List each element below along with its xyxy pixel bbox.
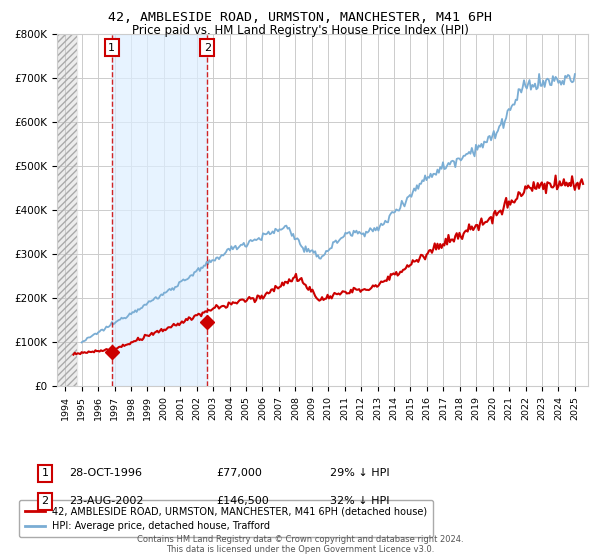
Text: Price paid vs. HM Land Registry's House Price Index (HPI): Price paid vs. HM Land Registry's House … bbox=[131, 24, 469, 36]
Bar bbox=[57, 34, 77, 386]
Text: 23-AUG-2002: 23-AUG-2002 bbox=[69, 496, 143, 506]
Legend: 42, AMBLESIDE ROAD, URMSTON, MANCHESTER, M41 6PH (detached house), HPI: Average : 42, AMBLESIDE ROAD, URMSTON, MANCHESTER,… bbox=[19, 500, 433, 537]
Bar bbox=[112, 34, 207, 386]
Text: 29% ↓ HPI: 29% ↓ HPI bbox=[330, 468, 389, 478]
Text: £77,000: £77,000 bbox=[216, 468, 262, 478]
Text: Contains HM Land Registry data © Crown copyright and database right 2024.
This d: Contains HM Land Registry data © Crown c… bbox=[137, 535, 463, 554]
Text: 32% ↓ HPI: 32% ↓ HPI bbox=[330, 496, 389, 506]
Text: £146,500: £146,500 bbox=[216, 496, 269, 506]
Bar bbox=[57, 34, 77, 386]
Text: 2: 2 bbox=[41, 496, 49, 506]
Text: 42, AMBLESIDE ROAD, URMSTON, MANCHESTER, M41 6PH: 42, AMBLESIDE ROAD, URMSTON, MANCHESTER,… bbox=[108, 11, 492, 24]
Text: 1: 1 bbox=[41, 468, 49, 478]
Text: 2: 2 bbox=[203, 43, 211, 53]
Text: 28-OCT-1996: 28-OCT-1996 bbox=[69, 468, 142, 478]
Text: 1: 1 bbox=[108, 43, 115, 53]
